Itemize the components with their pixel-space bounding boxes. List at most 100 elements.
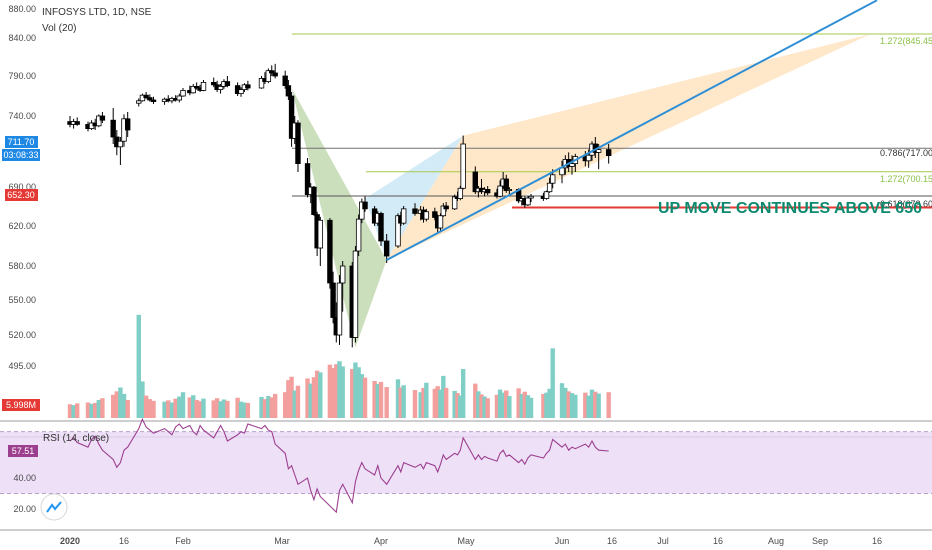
volume-bar	[93, 402, 98, 418]
tradingview-logo-icon[interactable]	[40, 493, 68, 521]
volume-bar	[96, 399, 101, 418]
volume-badge: 5.998M	[6, 400, 36, 410]
harmonic-patterns	[291, 34, 870, 348]
volume-bar	[337, 361, 342, 418]
volume-bar	[372, 381, 377, 418]
volume-bar	[177, 396, 182, 418]
candle-body	[245, 84, 251, 89]
volume-bar	[438, 389, 443, 418]
volume-bar	[269, 397, 274, 418]
candle-body	[238, 89, 244, 94]
volume-bar	[541, 393, 546, 418]
volume-bar	[67, 404, 73, 418]
candle-body	[288, 95, 295, 139]
volume-bar	[162, 401, 167, 418]
candle-body	[569, 163, 575, 167]
candle-body	[437, 215, 444, 229]
volume-bar	[221, 399, 227, 418]
volume-bar	[384, 387, 389, 418]
candle-body	[451, 196, 458, 210]
volume-bar	[308, 383, 313, 418]
candle-body	[99, 115, 106, 121]
volume-bar	[318, 372, 323, 418]
volume-bar	[522, 391, 528, 418]
time-tick-label: 16	[713, 536, 723, 546]
volume-bar	[460, 368, 466, 418]
rsi-tick-label: 40.00	[13, 473, 36, 483]
axes: 880.00 840.00 790.00 740.00 690.00 620.00 580.…	[8, 4, 882, 546]
volume-bar	[525, 395, 531, 418]
volume-bar	[218, 401, 223, 418]
volume-bar	[583, 392, 588, 418]
candle-body	[506, 189, 513, 191]
candle-body	[304, 163, 311, 195]
rsi-badge: 57.51	[12, 446, 35, 456]
chart-title: INFOSYS LTD, 1D, NSE	[42, 7, 152, 18]
candle-body	[336, 282, 343, 336]
candle-body	[412, 208, 418, 214]
volume-bar	[272, 393, 278, 418]
price-tick-label: 880.00	[8, 4, 36, 14]
volume-bar	[550, 348, 555, 418]
volume-bar	[266, 396, 271, 418]
candle-body	[585, 154, 592, 162]
candle-body	[180, 90, 186, 97]
volume-bar	[282, 392, 288, 418]
volume-bar	[197, 401, 203, 418]
time-tick-label: Feb	[175, 536, 191, 546]
candle-body	[117, 140, 124, 148]
volume-bar	[140, 381, 145, 418]
volume-bar	[143, 395, 149, 418]
volume-bar	[100, 398, 105, 418]
candle-body	[352, 250, 359, 338]
volume-bar	[238, 401, 244, 418]
price-tick-label: 550.00	[8, 295, 36, 305]
last-price-badge: 711.70	[8, 137, 35, 147]
volume-bar	[606, 392, 611, 418]
volume-bar	[225, 400, 230, 418]
volume-bar	[452, 390, 457, 418]
rsi-label: RSI (14, close)	[43, 433, 109, 444]
volume-bar	[245, 402, 251, 418]
volume-bar	[378, 381, 384, 418]
volume-bar	[111, 394, 116, 418]
volume-bar	[458, 395, 463, 418]
volume-bar	[75, 403, 80, 418]
price-tick-label: 580.00	[8, 261, 36, 271]
fib-level-label: 0.618(672.60)	[880, 199, 932, 209]
volume-bar	[187, 397, 193, 418]
time-tick-label: 16	[119, 536, 129, 546]
countdown-badge: 03:08:33	[3, 150, 38, 160]
volume-bar	[350, 368, 355, 418]
volume-bar	[528, 397, 534, 418]
candle-body	[355, 218, 362, 252]
volume-bar	[500, 392, 506, 418]
volume-bar	[295, 385, 301, 418]
support-badge-bg	[5, 189, 38, 201]
candle-body	[383, 240, 390, 257]
volume-bar	[418, 392, 423, 418]
volume-bar	[485, 398, 490, 418]
volume-bar	[334, 364, 339, 418]
time-tick-label: May	[457, 536, 475, 546]
candle-body	[200, 82, 207, 91]
volume-bar	[504, 390, 509, 418]
volume-bar	[118, 387, 123, 418]
rsi-band	[0, 431, 932, 494]
candle-body	[285, 85, 292, 97]
candle-body	[362, 201, 368, 210]
volume-bar	[353, 362, 358, 418]
trendline[interactable]	[386, 0, 878, 261]
candle-body	[472, 171, 478, 193]
price-tick-label: 790.00	[8, 71, 36, 81]
volume-bar	[375, 384, 381, 418]
price-tick-label: 495.00	[8, 361, 36, 371]
volume-bar	[136, 314, 141, 418]
volume-bar	[494, 394, 500, 418]
volume-bar	[211, 400, 216, 418]
candle-body	[96, 115, 102, 127]
trendline-line	[386, 0, 878, 261]
volume-bar	[569, 393, 575, 418]
countdown-badge-bg	[2, 149, 40, 161]
